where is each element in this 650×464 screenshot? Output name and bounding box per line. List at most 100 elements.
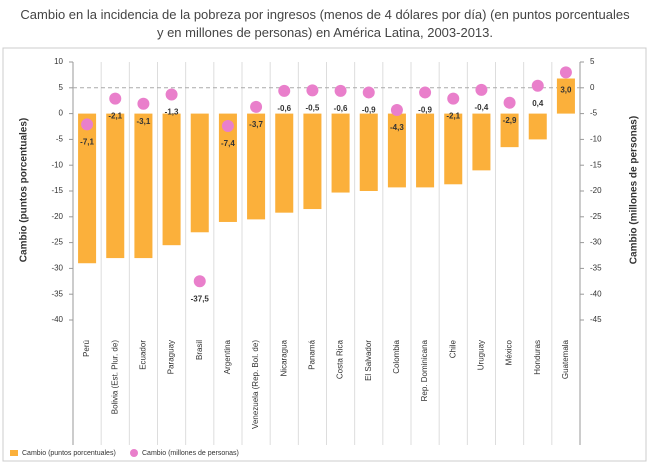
x-tick-label: Brasil <box>195 340 204 360</box>
bar <box>331 113 350 193</box>
dot <box>362 86 375 99</box>
bar <box>359 113 378 191</box>
value-label: -0,6 <box>334 104 348 113</box>
value-label: -7,1 <box>80 138 94 147</box>
y2-tick-label: 0 <box>590 83 595 92</box>
value-label: -3,1 <box>137 117 151 126</box>
bar <box>416 113 435 188</box>
y-tick-label: -35 <box>51 289 63 298</box>
bar <box>275 113 294 213</box>
value-label: -0,9 <box>362 106 376 115</box>
dot <box>334 84 347 97</box>
bar <box>444 113 463 185</box>
y-tick-label: -30 <box>51 264 63 273</box>
y-tick-label: -25 <box>51 238 63 247</box>
x-tick-label: Uruguay <box>477 340 486 370</box>
dot <box>193 275 206 288</box>
bar <box>134 113 153 259</box>
dot <box>390 103 403 116</box>
y2-tick-label: -30 <box>590 238 602 247</box>
value-label: -0,6 <box>277 104 291 113</box>
y2-tick-label: -25 <box>590 212 602 221</box>
x-tick-label: Argentina <box>223 339 232 374</box>
x-tick-label: Paraguay <box>167 340 176 374</box>
value-label: -2,9 <box>503 116 517 125</box>
dot <box>81 118 94 131</box>
x-tick-label: Perú <box>82 340 91 357</box>
legend-swatch <box>10 450 18 456</box>
bar <box>500 113 519 148</box>
y2-tick-label: -35 <box>590 264 602 273</box>
dot <box>165 88 178 101</box>
bar <box>162 113 181 246</box>
dot <box>475 83 488 96</box>
x-tick-label: Panamá <box>308 339 317 369</box>
y2-tick-label: -10 <box>590 135 602 144</box>
x-tick-label: El Salvador <box>364 340 373 381</box>
bar <box>106 113 125 259</box>
dot <box>419 86 432 99</box>
dot <box>278 84 291 97</box>
value-label: -0,5 <box>306 103 320 112</box>
y2-tick-label: -5 <box>590 109 598 118</box>
dot <box>447 92 460 105</box>
dot <box>559 66 572 79</box>
x-tick-label: México <box>505 339 514 365</box>
x-tick-label: Venezuela (Rep. Bol. de) <box>251 340 260 429</box>
y2-tick-label: 5 <box>590 57 595 66</box>
y2-tick-label: -15 <box>590 160 602 169</box>
value-label: -37,5 <box>191 294 210 303</box>
value-label: -0,9 <box>418 106 432 115</box>
x-tick-label: Bolivia (Est. Plur. de) <box>110 340 119 415</box>
y-tick-label: -20 <box>51 212 63 221</box>
chart-title: Cambio en la incidencia de la pobreza po… <box>20 7 630 40</box>
value-label: -2,1 <box>108 112 122 121</box>
legend-label: Cambio (millones de personas) <box>142 450 239 457</box>
bar <box>247 113 266 220</box>
x-tick-label: Colombia <box>392 339 401 373</box>
value-label: -4,3 <box>390 123 404 132</box>
y-tick-label: -15 <box>51 186 63 195</box>
x-tick-label: Nicaragua <box>279 339 288 376</box>
y2-axis-label: Cambio (millones de personas) <box>629 116 640 264</box>
dot <box>109 92 122 105</box>
value-label: -3,7 <box>249 120 263 129</box>
legend-label: Cambio (puntos porcentuales) <box>22 450 116 457</box>
legend-swatch <box>130 449 138 457</box>
y2-tick-label: -20 <box>590 186 602 195</box>
y-tick-label: -40 <box>51 315 63 324</box>
frame <box>2 47 647 462</box>
value-label: 3,0 <box>560 85 572 94</box>
x-tick-label: Rep. Dominicana <box>420 339 429 401</box>
y2-tick-label: -45 <box>590 315 602 324</box>
x-tick-label: Guatemala <box>561 339 570 379</box>
dot <box>137 97 150 110</box>
bar <box>218 113 237 222</box>
y-axis-label: Cambio (puntos porcentuales) <box>19 118 30 262</box>
y-tick-label: 5 <box>59 83 64 92</box>
bar <box>190 113 209 233</box>
y-tick-label: -10 <box>51 160 63 169</box>
dot <box>503 96 516 109</box>
value-label: -7,4 <box>221 139 235 148</box>
y-tick-label: -5 <box>56 135 64 144</box>
y2-tick-label: -40 <box>590 289 602 298</box>
x-tick-label: Chile <box>448 339 457 358</box>
bar <box>78 113 97 264</box>
bar <box>472 113 491 171</box>
dot <box>221 119 234 132</box>
bar <box>528 113 547 140</box>
value-label: 0,4 <box>532 99 544 108</box>
dot <box>531 79 544 92</box>
y-tick-label: 10 <box>54 57 63 66</box>
value-label: -0,4 <box>475 103 489 112</box>
bar <box>303 113 322 210</box>
x-tick-label: Honduras <box>533 340 542 375</box>
y-tick-label: 0 <box>59 109 64 118</box>
dot <box>250 100 263 113</box>
x-tick-label: Costa Rica <box>336 339 345 379</box>
value-label: -2,1 <box>446 112 460 121</box>
x-tick-label: Ecuador <box>139 340 148 370</box>
